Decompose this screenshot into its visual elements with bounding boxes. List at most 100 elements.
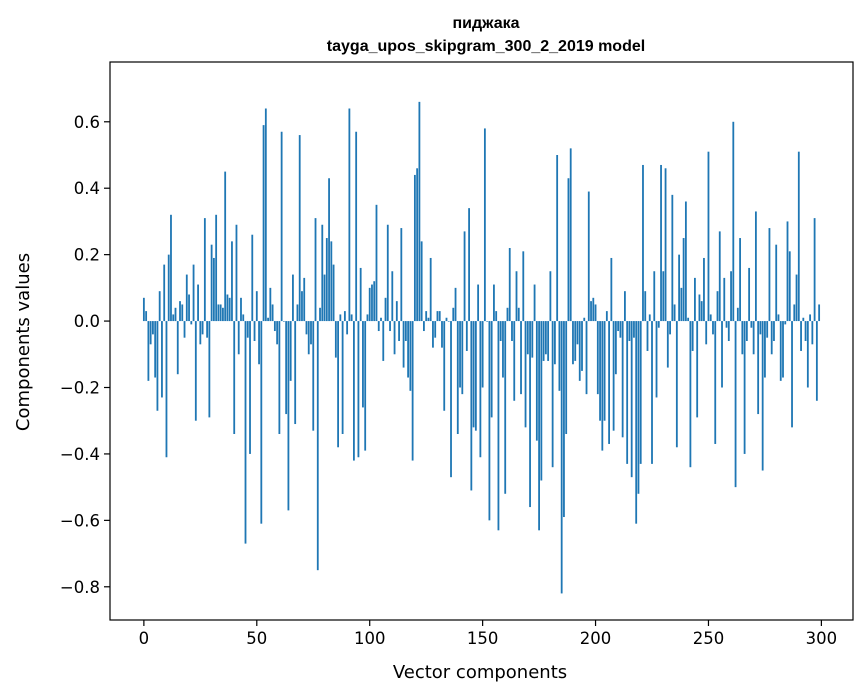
bar: [292, 274, 294, 322]
bar: [447, 321, 450, 322]
bar: [626, 321, 629, 464]
bar: [766, 321, 769, 338]
bar: [773, 321, 775, 341]
y-tick-label: 0.4: [74, 179, 100, 198]
bar: [725, 321, 728, 328]
x-tick-label: 150: [467, 629, 499, 648]
bar: [240, 297, 242, 322]
bar: [393, 321, 396, 355]
bar: [614, 321, 617, 375]
bar: [348, 108, 351, 322]
bar: [549, 271, 552, 322]
bar: [197, 284, 199, 322]
bar: [276, 321, 279, 345]
bar: [574, 321, 577, 361]
bar: [350, 314, 353, 322]
bar: [642, 164, 644, 322]
bar: [339, 314, 342, 322]
bar: [395, 301, 398, 322]
bar: [273, 321, 276, 332]
bar: [535, 321, 538, 441]
bar: [262, 125, 265, 322]
bar: [666, 321, 669, 368]
bar: [282, 321, 285, 322]
bar: [506, 307, 509, 322]
bar: [402, 321, 405, 368]
bar: [316, 321, 319, 571]
bar: [727, 321, 730, 341]
bar: [590, 301, 592, 322]
bar: [750, 321, 753, 328]
bar: [583, 317, 586, 322]
bar: [675, 321, 678, 448]
bar: [508, 248, 511, 322]
y-tick-label: 0.0: [74, 312, 100, 331]
bar: [413, 174, 416, 322]
bar: [612, 321, 615, 431]
bar: [576, 321, 579, 345]
bar: [698, 294, 701, 322]
bar: [246, 321, 249, 338]
bar: [156, 321, 159, 411]
bar: [465, 321, 468, 351]
bar: [325, 238, 328, 322]
bar: [786, 221, 789, 322]
bar: [714, 321, 717, 444]
bar: [267, 317, 269, 322]
bar: [721, 321, 723, 388]
bar: [639, 321, 642, 464]
bar: [540, 321, 543, 481]
bar: [165, 321, 168, 458]
bar: [192, 264, 195, 322]
bar: [809, 314, 811, 322]
bar: [194, 321, 197, 421]
bar: [542, 321, 545, 361]
bar: [303, 277, 306, 322]
bar: [764, 321, 766, 378]
plot-area: [109, 61, 854, 621]
bar: [179, 301, 181, 322]
bar: [332, 264, 335, 322]
bar: [181, 304, 184, 322]
bar: [158, 291, 161, 322]
x-tick-label: 100: [354, 629, 386, 648]
bar: [635, 321, 638, 524]
bar: [572, 321, 574, 365]
bar: [646, 321, 649, 351]
bar: [630, 321, 633, 478]
bar: [522, 251, 525, 322]
bar: [436, 311, 439, 322]
bar: [264, 108, 267, 322]
bar: [423, 321, 425, 332]
bar: [420, 241, 423, 322]
bar: [633, 321, 635, 338]
bar: [700, 301, 703, 322]
bar: [231, 241, 233, 322]
bar: [314, 218, 317, 322]
bar: [795, 274, 798, 322]
bar: [759, 321, 762, 335]
bar: [488, 321, 491, 521]
bar: [529, 321, 531, 508]
bar: [438, 311, 441, 322]
x-tick-label: 0: [139, 629, 150, 648]
bar: [427, 317, 430, 322]
bar: [456, 321, 459, 434]
bar: [782, 321, 784, 378]
bar: [382, 321, 385, 361]
bar: [644, 291, 647, 322]
bar: [249, 321, 251, 454]
bar: [533, 284, 536, 322]
bar: [310, 321, 312, 345]
bar: [271, 304, 274, 322]
y-axis-label: Components values: [13, 253, 34, 431]
bar: [251, 234, 254, 322]
bar: [418, 101, 421, 322]
bar: [682, 238, 685, 322]
bar: [188, 294, 190, 322]
plot-frame: [109, 61, 854, 621]
bar: [477, 284, 480, 322]
bar: [389, 321, 391, 332]
x-tick-label: 300: [806, 629, 838, 648]
bar: [366, 314, 369, 322]
